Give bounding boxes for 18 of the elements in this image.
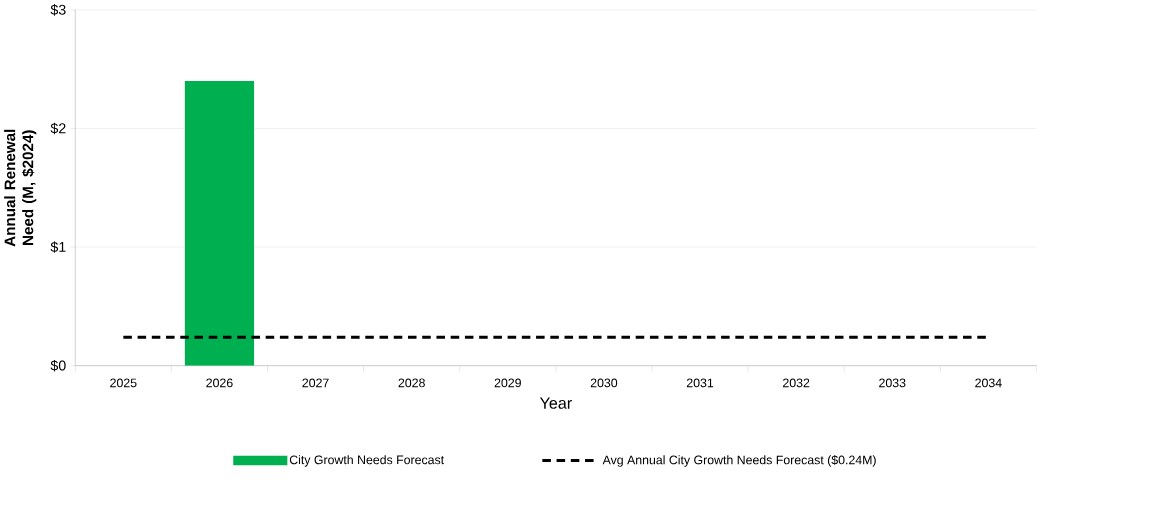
y-tick-label: $1 (50, 241, 66, 253)
x-axis-title: Year (539, 397, 572, 409)
x-tick-label: 2034 (975, 378, 1002, 388)
x-tick-label: 2025 (110, 378, 137, 388)
y-tick-label: $0 (50, 359, 66, 372)
x-tick-label: 2028 (398, 378, 425, 388)
legend-label: Avg Annual City Growth Needs Forecast ($0.24M) (602, 455, 876, 467)
x-tick-label: 2031 (686, 378, 714, 388)
x-tick-label: 2026 (206, 378, 233, 388)
legend-label: City Growth Needs Forecast (289, 455, 445, 467)
x-tick-label: 2027 (302, 378, 329, 388)
y-axis-title: Annual Renewal Need (M, $2024) (4, 129, 37, 247)
y-tick-label: $3 (50, 4, 66, 16)
x-tick-label: 2032 (783, 378, 810, 388)
x-tick-label: 2029 (494, 378, 521, 388)
y-tick-label: $2 (50, 122, 66, 135)
x-tick-label: 2030 (590, 378, 618, 388)
x-tick-label: 2033 (879, 378, 906, 388)
